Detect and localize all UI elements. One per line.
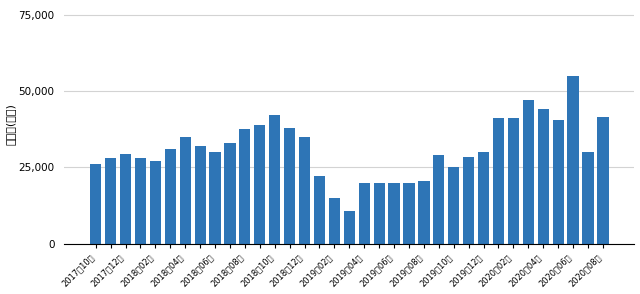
Bar	[463, 157, 474, 243]
Bar	[209, 152, 221, 243]
Bar	[180, 137, 191, 243]
Bar	[388, 183, 399, 243]
Bar	[299, 137, 310, 243]
Bar	[314, 176, 325, 243]
Bar	[582, 152, 594, 243]
Y-axis label: 거래량(건수): 거래량(건수)	[6, 103, 15, 146]
Bar	[164, 149, 176, 243]
Bar	[239, 129, 250, 243]
Bar	[538, 109, 549, 243]
Bar	[344, 211, 355, 243]
Bar	[269, 115, 280, 243]
Bar	[195, 146, 205, 243]
Bar	[493, 118, 504, 243]
Bar	[419, 181, 429, 243]
Bar	[552, 120, 564, 243]
Bar	[508, 118, 519, 243]
Bar	[225, 143, 236, 243]
Bar	[433, 155, 444, 243]
Bar	[329, 198, 340, 243]
Bar	[150, 161, 161, 243]
Bar	[523, 100, 534, 243]
Bar	[568, 76, 579, 243]
Bar	[374, 183, 385, 243]
Bar	[135, 158, 146, 243]
Bar	[254, 125, 266, 243]
Bar	[120, 153, 131, 243]
Bar	[403, 183, 415, 243]
Bar	[90, 164, 101, 243]
Bar	[597, 117, 609, 243]
Bar	[448, 167, 460, 243]
Bar	[284, 128, 295, 243]
Bar	[105, 158, 116, 243]
Bar	[358, 183, 370, 243]
Bar	[478, 152, 489, 243]
